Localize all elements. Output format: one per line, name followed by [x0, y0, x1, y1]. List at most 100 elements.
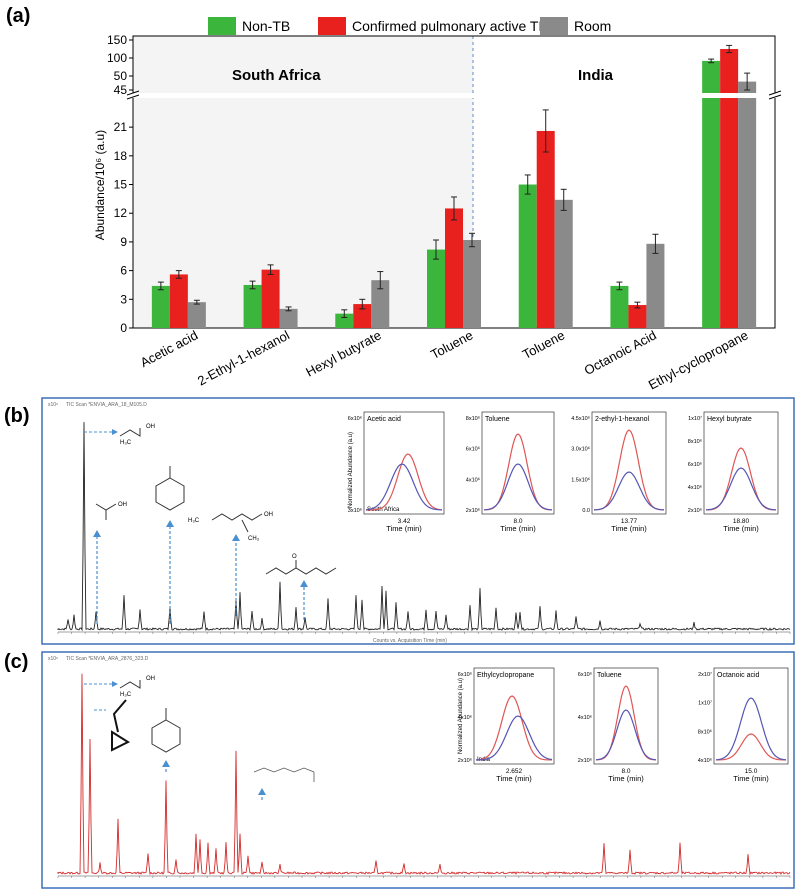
b-inset-1-blue-curve	[483, 463, 553, 511]
panel-b-peak-arrows	[93, 520, 308, 624]
panel-b-exponent: x10⁶	[48, 402, 58, 408]
bar-confirmed-pulmonary-active-tb-6	[720, 49, 739, 328]
c-inset-2-ytick-0: 2x10⁷	[698, 671, 712, 678]
isopropanol-h3c-label: H₃C	[120, 440, 132, 446]
panel-a-label: (a)	[6, 5, 30, 27]
y-tick-label-0: 0	[120, 321, 127, 335]
y-tick-label-9: 9	[120, 235, 127, 249]
b-inset-0-xtick: 3.42	[398, 518, 411, 525]
c-inset-0-ytick-1: 4x10⁶	[458, 714, 472, 721]
bar-non-tb-3	[427, 249, 445, 328]
region-label-south-africa: South Africa	[232, 67, 321, 84]
b-inset-0-red-curve	[366, 453, 443, 511]
legend-label-0: Non-TB	[242, 18, 290, 34]
legend-swatch-0	[208, 17, 236, 35]
y-tick-label-18: 18	[114, 149, 128, 163]
b-inset-2-ytick-3: 0.0	[582, 508, 590, 514]
c-inset-2-xlabel: Time (min)	[733, 774, 769, 783]
category-label-4: Toluene	[520, 327, 567, 362]
b-inset-2-xlabel: Time (min)	[611, 524, 647, 533]
b-inset-3-ytick-1: 8x10⁶	[688, 438, 702, 445]
c-inset-2-ytick-2: 8x10⁶	[698, 728, 712, 735]
c-inset-title-1: Toluene	[597, 672, 622, 679]
c-inset-frame-1	[593, 667, 659, 765]
bar-room-2	[371, 280, 390, 328]
arrow-ethylhexanol-head	[232, 534, 240, 541]
c-inset-1-xtick: 8.0	[621, 768, 630, 775]
c-inset-2-red-curve	[715, 733, 787, 761]
b-inset-title-2: 2-ethyl-1-hexanol	[595, 416, 650, 423]
bar-non-tb-5	[610, 285, 629, 328]
bar-non-tb-2	[335, 313, 354, 328]
legend: Non-TB Confirmed pulmonary active TB Room	[208, 17, 611, 35]
c-inset-1-ytick-0: 6x10⁶	[578, 671, 592, 678]
bar-confirmed-pulmonary-active-tb-2	[353, 304, 372, 328]
bar-confirmed-pulmonary-active-tb-5	[628, 305, 647, 328]
region-label-india: India	[578, 67, 614, 84]
y-tick-label-100: 100	[107, 51, 127, 65]
panel-c-header: TIC Scan *ENVIA_ARA_2876_323.D	[66, 656, 149, 662]
y-axis-label: Abundance/10⁶ (a.u)	[93, 130, 107, 240]
bar-room-4	[554, 199, 573, 328]
bar-non-tb-0	[151, 285, 170, 328]
panel-c-x-ticks	[57, 876, 791, 878]
b-inset-1-ytick-1: 6x10⁶	[466, 446, 480, 453]
b-inset-2-blue-curve	[593, 471, 665, 511]
category-label-3: Toluene	[428, 327, 475, 362]
b-inset-frame-3	[703, 411, 779, 515]
b-inset-1-ytick-3: 2x10⁶	[466, 507, 480, 514]
panel-a-bar-chart: South Africa India Abundance/10⁶ (a.u) 0…	[93, 17, 785, 393]
arrow-hexyl-butyrate-head	[300, 580, 308, 587]
b-inset-1-xlabel: Time (min)	[500, 524, 536, 533]
panel-b-chromatogram: x10⁶ TIC Scan *ENVIA_ARA_18_M105.D Count…	[41, 397, 795, 645]
b-inset-0-blue-curve	[365, 463, 443, 511]
b-inset-2-xtick: 13.77	[621, 518, 638, 525]
acetic-acid-oh-label: OH	[118, 502, 127, 508]
arrow-toluene-c-head	[162, 760, 170, 767]
c-inset-1-ytick-1: 4x10⁶	[578, 714, 592, 721]
y-tick-label-21: 21	[114, 120, 128, 134]
panel-c-frame	[41, 651, 795, 889]
isopropanol-c-oh-label: OH	[146, 676, 155, 682]
b-inset-2-ytick-2: 1.5x10⁶	[571, 476, 590, 483]
c-inset-0-blue-curve	[475, 715, 553, 761]
category-label-0: Acetic acid	[138, 327, 201, 370]
toluene-structure-b	[155, 466, 185, 511]
legend-label-2: Room	[574, 18, 611, 34]
c-inset-1-ytick-2: 2x10⁶	[578, 757, 592, 764]
isopropanol-c-h3c-label: H₃C	[120, 692, 132, 698]
c-inset-0-ytick-0: 6x10⁶	[458, 671, 472, 678]
axis-break-mark-right-2	[768, 90, 782, 96]
bar-non-tb-4	[518, 184, 537, 328]
arrow-octanoic-acid-head	[258, 788, 266, 795]
bar-room-5	[646, 243, 665, 328]
acetic-acid-structure	[95, 503, 117, 520]
panel-c-chromatogram: x10⁶ TIC Scan *ENVIA_ARA_2876_323.D Norm…	[41, 651, 795, 889]
b-inset-3-ytick-2: 6x10⁶	[688, 461, 702, 468]
bar-confirmed-pulmonary-active-tb-0	[169, 274, 188, 328]
isopropanol-oh-label: OH	[146, 424, 155, 430]
ethylhexanol-structure	[211, 513, 263, 533]
c-inset-1-blue-curve	[595, 709, 657, 761]
b-inset-3-ytick-4: 2x10⁶	[688, 507, 702, 514]
bar-confirmed-pulmonary-active-tb-4	[536, 130, 555, 328]
panel-c-peak-arrows	[162, 760, 266, 800]
octanoic-acid-structure	[253, 767, 315, 782]
category-label-2: Hexyl butyrate	[303, 327, 383, 379]
y-tick-label-45: 45	[114, 83, 128, 97]
c-inset-2: Octanoic acid 2x10⁷ 1x10⁷ 8x10⁶ 4x10⁶ 15.0Tim…	[698, 667, 789, 783]
c-inset-frame-0	[473, 667, 555, 765]
b-inset-0-sub: South Africa	[367, 507, 400, 513]
b-inset-2-ytick-1: 3.0x10⁶	[571, 446, 590, 453]
panel-b-x-axis-label: Counts vs. Acquisition Time (min)	[373, 638, 447, 644]
ethylhexanol-ch3-label: CH₃	[248, 536, 260, 542]
c-inset-frame-2	[713, 667, 789, 765]
bar-series-group	[123, 44, 785, 328]
b-inset-2: 2-ethyl-1-hexanol 4.5x10⁶ 3.0x10⁶ 1.5x10⁶ 0.…	[571, 411, 667, 533]
b-inset-3: Hexyl butyrate 1x10⁷ 8x10⁶ 6x10⁶ 4x10⁶ 2x10⁶ 1…	[688, 411, 779, 533]
y-tick-label-3: 3	[120, 292, 127, 306]
ethylhexanol-oh-label: OH	[264, 512, 273, 518]
b-inset-3-blue-curve	[705, 467, 777, 511]
